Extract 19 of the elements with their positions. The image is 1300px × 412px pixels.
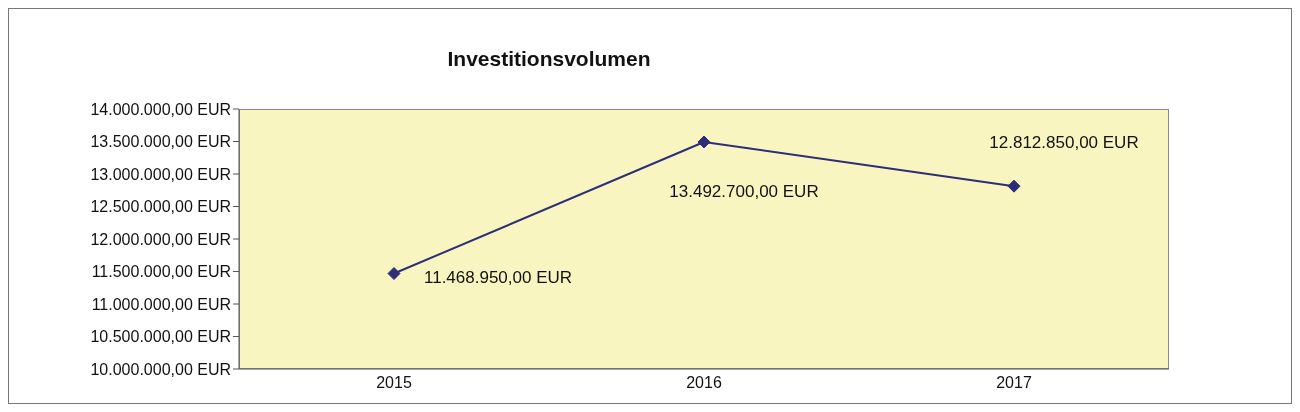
x-tick-label: 2017 xyxy=(996,374,1032,392)
y-tick-label: 12.500.000,00 EUR xyxy=(90,198,231,216)
chart-title: Investitionsvolumen xyxy=(446,47,652,71)
y-tick-label: 12.000.000,00 EUR xyxy=(90,230,231,248)
point xyxy=(697,135,711,149)
point xyxy=(387,267,401,281)
data-label: 13.492.700,00 EUR xyxy=(669,182,819,202)
data-label: 11.468.950,00 EUR xyxy=(424,268,573,288)
x-tick-label: 2015 xyxy=(376,374,412,392)
data-label: 12.812.850,00 EUR xyxy=(989,132,1139,152)
y-tick-label: 13.000.000,00 EUR xyxy=(90,165,231,183)
y-tick-label: 10.500.000,00 EUR xyxy=(90,328,231,346)
y-tick-label: 13.500.000,00 EUR xyxy=(90,133,231,151)
y-tick-label: 11.500.000,00 EUR xyxy=(91,263,231,281)
y-tick-label: 14.000.000,00 EUR xyxy=(90,100,231,118)
y-tick-label: 10.000.000,00 EUR xyxy=(90,360,231,378)
y-tick-label: 11.000.000,00 EUR xyxy=(91,295,231,313)
x-tick-label: 2016 xyxy=(686,374,722,392)
point xyxy=(1007,179,1021,193)
